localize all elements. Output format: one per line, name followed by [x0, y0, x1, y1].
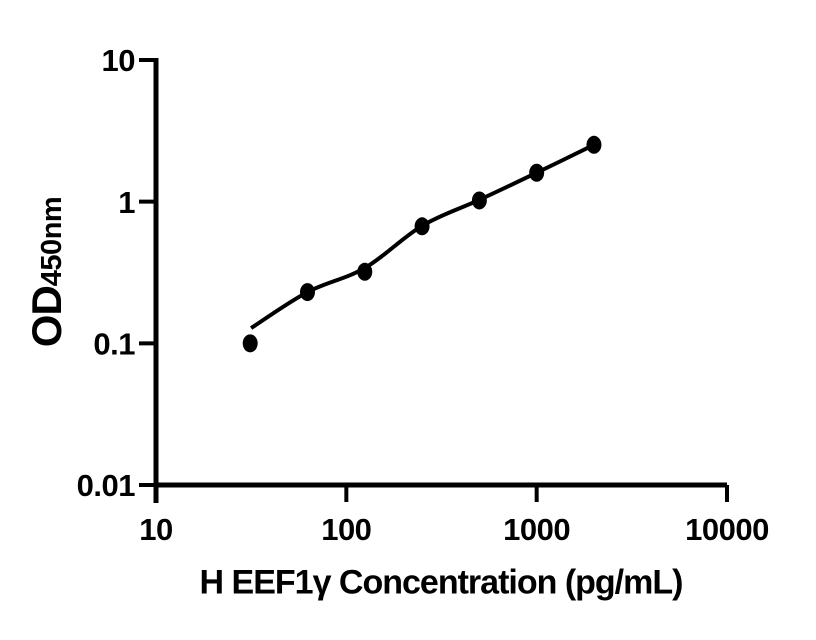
y-tick-label: 0.01	[77, 468, 136, 503]
y-axis-title-main: OD	[23, 286, 70, 348]
y-tick-label: 1	[118, 185, 135, 220]
y-axis-title-subscript: 450nm	[36, 196, 68, 287]
data-point	[299, 283, 315, 302]
x-tick-label: 10	[139, 512, 172, 547]
y-tick-label: 0.1	[93, 326, 135, 361]
data-point	[414, 217, 430, 236]
x-axis-title: H EEF1γ Concentration (pg/mL)	[199, 563, 684, 602]
y-axis-title: OD450nm	[23, 196, 70, 348]
data-point	[471, 191, 487, 210]
data-point	[357, 262, 373, 281]
data-point	[242, 334, 258, 353]
x-tick-label: 100	[321, 512, 371, 547]
data-point	[586, 135, 602, 154]
x-tick-label: 10000	[685, 512, 769, 547]
data-point	[529, 163, 545, 182]
y-tick-label: 10	[102, 43, 135, 78]
x-tick-label: 1000	[503, 512, 570, 547]
